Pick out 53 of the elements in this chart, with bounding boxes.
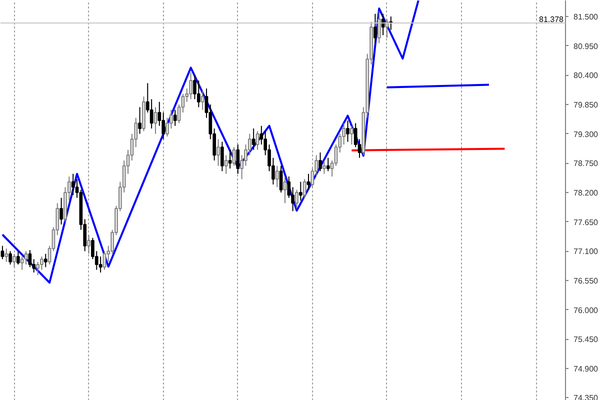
candlestick [196, 80, 200, 108]
candlestick [173, 109, 177, 126]
line-series [1, 0, 420, 284]
y-tick-label: 74.900 [574, 364, 599, 374]
candlestick [98, 256, 102, 273]
y-tick-label: 81.500 [574, 12, 599, 22]
candlestick [216, 138, 220, 166]
candlestick [302, 178, 306, 198]
y-tick-label: 76.000 [574, 306, 599, 315]
candlestick [228, 149, 232, 169]
candlestick [283, 176, 287, 204]
candlestick [16, 250, 20, 265]
candlestick [350, 125, 354, 145]
candlestick [326, 157, 330, 172]
y-tick-label: 80.950 [574, 42, 599, 51]
candlestick [346, 120, 350, 142]
candlestick [71, 173, 75, 196]
candlestick [12, 253, 16, 268]
candlestick [252, 128, 256, 150]
y-tick-label: 77.650 [574, 218, 599, 227]
candlestick [138, 106, 142, 134]
candlestick [4, 248, 8, 262]
y-tick-label: 80.400 [574, 71, 599, 80]
candlestick [322, 160, 326, 174]
candlestick [279, 165, 283, 193]
candlestick [374, 13, 377, 44]
candlestick [8, 250, 12, 265]
ref-line-label: 81.378 [539, 15, 564, 24]
candlestick [306, 173, 310, 190]
candlestick [236, 144, 240, 174]
candlestick [220, 141, 224, 172]
candlestick [44, 253, 48, 268]
candlestick [298, 181, 302, 201]
y-tick-label: 78.200 [574, 188, 599, 198]
y-tick-label: 79.850 [574, 100, 599, 110]
candlestick [377, 10, 381, 44]
candlestick [224, 154, 228, 174]
y-tick-label: 76.550 [574, 276, 599, 286]
y-tick-label: 78.750 [574, 159, 599, 168]
candlestick [154, 106, 158, 134]
candlestick [87, 234, 90, 254]
candlestick [318, 152, 322, 172]
candlestick [28, 250, 32, 268]
candlestick [60, 197, 63, 225]
candlestick [275, 165, 279, 188]
candlestick [256, 130, 260, 150]
candlestick [189, 72, 192, 100]
candlestick [200, 90, 204, 110]
y-tick-label: 79.300 [574, 130, 599, 139]
candlestick [295, 189, 298, 209]
y-tick-label: 75.450 [574, 335, 599, 344]
candlestick [0, 245, 4, 260]
y-tick-label: 77.100 [574, 247, 599, 256]
